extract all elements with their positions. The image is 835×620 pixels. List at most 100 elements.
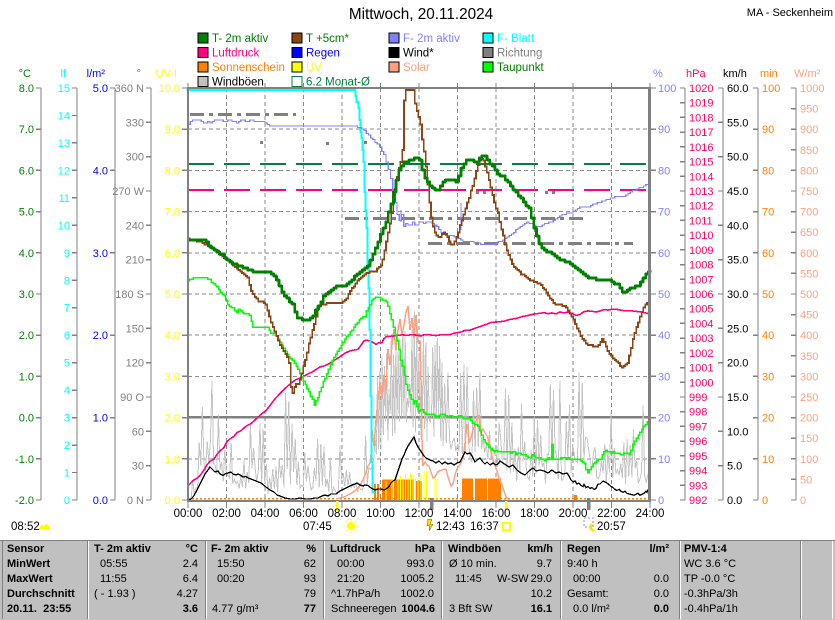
svg-text:1008: 1008 xyxy=(689,260,713,272)
svg-text:1009: 1009 xyxy=(689,245,713,257)
svg-text:30: 30 xyxy=(762,371,774,383)
svg-text:7: 7 xyxy=(64,303,70,315)
svg-text:F- Blatt: F- Blatt xyxy=(497,33,535,45)
svg-text:1010: 1010 xyxy=(689,230,713,242)
svg-text:00:00: 00:00 xyxy=(174,508,203,520)
svg-text:6.2 Monat-Ø: 6.2 Monat-Ø xyxy=(306,77,370,89)
svg-text:1004: 1004 xyxy=(689,318,713,330)
svg-text:F- 2m aktiv: F- 2m aktiv xyxy=(403,33,460,45)
svg-text:1: 1 xyxy=(64,468,70,480)
svg-text:3.0: 3.0 xyxy=(19,289,34,301)
svg-text:210: 210 xyxy=(126,255,144,267)
svg-text:8: 8 xyxy=(64,275,70,287)
svg-text:08:52: 08:52 xyxy=(11,521,40,533)
svg-text:12:43: 12:43 xyxy=(436,521,465,533)
svg-text:7.0: 7.0 xyxy=(165,207,180,219)
svg-text:950: 950 xyxy=(800,104,818,116)
svg-text:12:00: 12:00 xyxy=(405,508,434,520)
svg-text:0.0: 0.0 xyxy=(93,495,108,507)
svg-text:MA - Seckenheim: MA - Seckenheim xyxy=(747,7,833,19)
svg-text:360 N: 360 N xyxy=(115,83,144,95)
svg-text:4: 4 xyxy=(64,385,70,397)
svg-text:10: 10 xyxy=(58,220,70,232)
svg-text:20: 20 xyxy=(658,413,670,425)
svg-text:UV: UV xyxy=(306,62,322,74)
svg-text:20:57: 20:57 xyxy=(597,521,626,533)
svg-text:250: 250 xyxy=(800,392,818,404)
svg-text:850: 850 xyxy=(800,145,818,157)
svg-text:6.0: 6.0 xyxy=(165,248,180,260)
svg-text:30: 30 xyxy=(132,461,144,473)
svg-text:°: ° xyxy=(137,68,141,80)
svg-text:50.0: 50.0 xyxy=(727,152,748,164)
svg-text:min: min xyxy=(760,68,778,80)
svg-text:9.0: 9.0 xyxy=(165,124,180,136)
svg-text:700: 700 xyxy=(800,207,818,219)
svg-text:T- 2m aktiv: T- 2m aktiv xyxy=(212,33,268,45)
svg-text:1016: 1016 xyxy=(689,142,713,154)
svg-text:Solar: Solar xyxy=(403,62,430,74)
svg-text:100: 100 xyxy=(800,454,818,466)
svg-text:9: 9 xyxy=(64,248,70,260)
svg-text:15: 15 xyxy=(58,83,70,95)
svg-text:55.0: 55.0 xyxy=(727,117,748,129)
svg-text:20.0: 20.0 xyxy=(727,358,748,370)
svg-text:600: 600 xyxy=(800,248,818,260)
svg-text:999: 999 xyxy=(689,392,707,404)
svg-text:3: 3 xyxy=(64,413,70,425)
svg-text:24:00: 24:00 xyxy=(636,508,665,520)
svg-text:7.0: 7.0 xyxy=(19,124,34,136)
svg-text:T +5cm*: T +5cm* xyxy=(306,33,349,45)
svg-text:750: 750 xyxy=(800,186,818,198)
svg-text:4.0: 4.0 xyxy=(19,248,34,260)
svg-text:996: 996 xyxy=(689,436,707,448)
svg-text:70: 70 xyxy=(762,207,774,219)
svg-text:10: 10 xyxy=(658,454,670,466)
svg-text:1013: 1013 xyxy=(689,186,713,198)
svg-text:60.0: 60.0 xyxy=(727,83,748,95)
svg-text:1000: 1000 xyxy=(800,83,824,95)
svg-text:0: 0 xyxy=(64,495,70,507)
svg-text:13: 13 xyxy=(58,138,70,150)
svg-text:W/m²: W/m² xyxy=(794,68,821,80)
svg-text:1017: 1017 xyxy=(689,127,713,139)
svg-text:992: 992 xyxy=(689,495,707,507)
svg-text:80: 80 xyxy=(658,165,670,177)
svg-text:14:00: 14:00 xyxy=(443,508,472,520)
svg-text:0.0: 0.0 xyxy=(165,495,180,507)
svg-text:994: 994 xyxy=(689,466,707,478)
svg-text:350: 350 xyxy=(800,351,818,363)
svg-text:150: 150 xyxy=(800,433,818,445)
svg-text:2: 2 xyxy=(64,440,70,452)
svg-text:5.0: 5.0 xyxy=(727,461,742,473)
svg-text:200: 200 xyxy=(800,413,818,425)
svg-text:270 W: 270 W xyxy=(112,186,144,198)
svg-text:1015: 1015 xyxy=(689,157,713,169)
svg-text:15.0: 15.0 xyxy=(727,392,748,404)
svg-text:1.0: 1.0 xyxy=(19,371,34,383)
svg-text:45.0: 45.0 xyxy=(727,186,748,198)
svg-text:0.0: 0.0 xyxy=(19,413,34,425)
svg-text:993: 993 xyxy=(689,480,707,492)
svg-text:30: 30 xyxy=(658,371,670,383)
svg-text:40: 40 xyxy=(658,330,670,342)
svg-text:16:37: 16:37 xyxy=(470,521,499,533)
svg-text:997: 997 xyxy=(689,421,707,433)
svg-text:450: 450 xyxy=(800,310,818,322)
svg-text:12: 12 xyxy=(58,165,70,177)
svg-text:°C: °C xyxy=(19,68,31,80)
svg-text:02:00: 02:00 xyxy=(212,508,241,520)
svg-text:240: 240 xyxy=(126,220,144,232)
svg-text:1001: 1001 xyxy=(689,363,713,375)
svg-text:40.0: 40.0 xyxy=(727,220,748,232)
svg-text:22:00: 22:00 xyxy=(597,508,626,520)
svg-text:1014: 1014 xyxy=(689,171,713,183)
svg-text:120: 120 xyxy=(126,358,144,370)
svg-text:900: 900 xyxy=(800,124,818,136)
svg-text:-2.0: -2.0 xyxy=(15,495,34,507)
svg-text:06:00: 06:00 xyxy=(289,508,318,520)
svg-text:180 S: 180 S xyxy=(115,289,144,301)
svg-text:6: 6 xyxy=(64,330,70,342)
svg-text:1.0: 1.0 xyxy=(93,413,108,425)
svg-text:998: 998 xyxy=(689,407,707,419)
